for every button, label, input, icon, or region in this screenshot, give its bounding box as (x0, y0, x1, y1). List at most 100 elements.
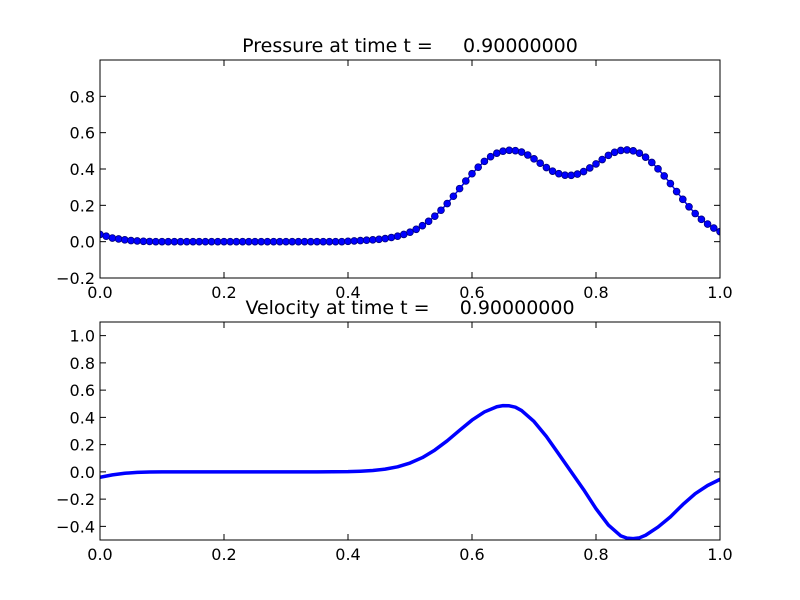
pressure-data-point (226, 237, 235, 246)
pressure-data-point (189, 237, 197, 246)
pressure-data-point (660, 172, 668, 180)
pressure-x-tick-label: 0.0 (87, 283, 112, 302)
pressure-series (100, 146, 720, 246)
pressure-data-point (685, 202, 693, 211)
pressure-data-point (678, 195, 687, 204)
pressure-ticks: 0.0 0.2 0.4 0.6 0.8 1.0−0.20.00.20.40.60.8 (56, 60, 733, 302)
pressure-data-point (183, 237, 191, 246)
pressure-data-point (542, 163, 551, 172)
pressure-data-point (300, 237, 309, 246)
pressure-axes-frame (99, 59, 721, 279)
velocity-series-line (100, 403, 720, 540)
pressure-data-point (362, 236, 371, 245)
velocity-series (100, 403, 720, 540)
pressure-data-point (294, 237, 303, 246)
velocity-y-tick-label: 0.4 (70, 408, 95, 427)
pressure-data-point (641, 153, 650, 161)
velocity-ticks: 0.0 0.2 0.4 0.6 0.8 1.0 −0.4 −0.2 0.0 0.2 0.4 0.6 0.… (56, 322, 733, 564)
velocity-x-tick-label: 0.0 (87, 545, 112, 564)
velocity-y-tick-label: 0.0 (70, 463, 95, 482)
pressure-data-point (635, 149, 644, 157)
pressure-data-point (424, 217, 433, 226)
pressure-x-tick-label: 0.2 (211, 283, 236, 302)
velocity-chart-title: Velocity at time t = 0.90000000 (245, 297, 574, 319)
pressure-data-point (152, 237, 160, 246)
pressure-data-point (449, 192, 458, 201)
pressure-data-point (344, 237, 352, 246)
pressure-x-tick-label: 1.0 (707, 283, 732, 302)
pressure-data-point (331, 237, 340, 246)
pressure-data-point (598, 155, 606, 164)
pressure-data-point (517, 148, 526, 156)
pressure-data-point (306, 237, 315, 246)
pressure-data-point (461, 177, 470, 185)
pressure-data-point (654, 165, 662, 173)
velocity-x-tick-label: 0.8 (583, 545, 608, 564)
pressure-data-point (368, 236, 377, 244)
pressure-data-point (455, 184, 464, 193)
pressure-data-point (102, 232, 110, 241)
pressure-x-tick-label: 0.8 (583, 283, 608, 302)
pressure-data-point (263, 237, 272, 246)
pressure-data-point (399, 230, 408, 239)
pressure-data-point (350, 237, 359, 245)
velocity-y-tick-label: −0.2 (56, 490, 95, 509)
pressure-data-point (176, 237, 185, 246)
pressure-data-point (406, 228, 414, 237)
pressure-data-point (108, 234, 117, 242)
pressure-data-point (579, 167, 588, 176)
pressure-data-point (207, 237, 216, 246)
pressure-data-point (666, 179, 675, 188)
pressure-data-point (337, 237, 346, 246)
pressure-data-point (709, 224, 718, 232)
pressure-data-point (201, 237, 210, 246)
velocity-x-tick-label: 0.6 (459, 545, 484, 564)
pressure-data-point (133, 237, 142, 245)
pressure-data-point (672, 187, 681, 196)
pressure-data-point (548, 167, 557, 175)
pressure-x-tick-label: 0.4 (335, 283, 360, 302)
pressure-data-point (387, 233, 396, 242)
pressure-data-point (604, 151, 613, 160)
pressure-data-point (530, 155, 538, 163)
pressure-data-point (114, 235, 123, 243)
pressure-data-point (505, 146, 514, 155)
pressure-data-point (121, 236, 129, 244)
pressure-data-point (703, 220, 712, 228)
pressure-data-point (474, 163, 483, 171)
pressure-data-point (288, 237, 297, 246)
pressure-x-tick-label: 0.6 (459, 283, 484, 302)
pressure-data-point (381, 234, 390, 243)
pressure-data-point (325, 237, 334, 246)
pressure-data-point (356, 236, 365, 245)
pressure-chart-title: Pressure at time t = 0.90000000 (242, 35, 578, 57)
pressure-data-point (629, 147, 637, 155)
pressure-data-point (480, 157, 489, 166)
velocity-x-tick-label: 1.0 (707, 545, 732, 564)
pressure-data-point (691, 209, 699, 218)
pressure-y-tick-label: 0.0 (70, 233, 95, 252)
pressure-y-tick-label: 0.2 (70, 196, 95, 215)
pressure-data-point (238, 237, 247, 246)
pressure-data-point (195, 237, 204, 246)
velocity-y-tick-label: 0.8 (70, 354, 95, 373)
pressure-data-point (499, 147, 507, 156)
velocity-y-tick-label: 0.2 (70, 436, 95, 455)
pressure-data-point (561, 171, 569, 179)
pressure-data-point (610, 148, 619, 157)
pressure-data-point (275, 237, 284, 246)
pressure-data-point (220, 237, 228, 246)
pressure-data-point (592, 160, 600, 168)
pressure-y-tick-label: 0.6 (70, 124, 95, 143)
velocity-chart: 0.0 0.2 0.4 0.6 0.8 1.0 −0.4 −0.2 0.0 0.2 0.4 0.6 0.… (56, 297, 733, 564)
velocity-x-tick-label: 0.4 (335, 545, 360, 564)
pressure-data-point (697, 215, 706, 224)
pressure-data-point (573, 170, 582, 178)
pressure-data-point (511, 146, 520, 155)
pressure-data-point (251, 237, 259, 246)
pressure-data-point (486, 152, 495, 161)
velocity-axes-frame (99, 321, 721, 541)
pressure-data-point (313, 237, 321, 246)
pressure-data-point (554, 169, 563, 178)
